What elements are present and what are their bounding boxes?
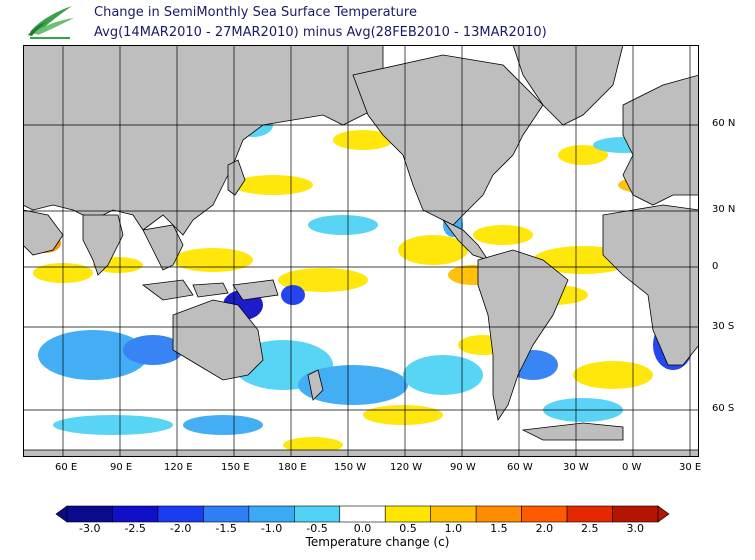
colorbar-segment <box>112 505 159 523</box>
colorbar-max-arrow <box>657 505 670 523</box>
lon-label-180e: 180 E <box>278 462 307 473</box>
colorbar-segment <box>430 505 477 523</box>
colorbar-tick-label: 0.5 <box>399 522 417 535</box>
colorbar-segment <box>566 505 613 523</box>
color-scale-bar <box>55 505 670 523</box>
lat-label-60n: 60 N <box>712 118 736 129</box>
colorbar-segment <box>521 505 568 523</box>
lon-label-150w: 150 W <box>334 462 367 473</box>
colorbar-tick-label: -1.0 <box>260 522 283 535</box>
colorbar-segment <box>203 505 250 523</box>
lon-label-0w: 0 W <box>622 462 642 473</box>
colorbar-segment <box>475 505 522 523</box>
lon-label-30e: 30 E <box>679 462 702 473</box>
colorbar-tick-label: -2.0 <box>169 522 192 535</box>
lat-label-60s: 60 S <box>712 403 735 414</box>
land-masses <box>23 45 699 457</box>
colorbar-tick-label: -3.0 <box>78 522 101 535</box>
lon-label-90w: 90 W <box>450 462 476 473</box>
colorbar-segment <box>294 505 341 523</box>
graticule <box>23 45 699 457</box>
map-frame <box>23 45 699 457</box>
colorbar-min-arrow <box>55 505 68 523</box>
lon-label-150e: 150 E <box>221 462 250 473</box>
lat-label-0: 0 <box>712 261 719 272</box>
page-subtitle: Avg(14MAR2010 - 27MAR2010) minus Avg(28F… <box>94 25 547 40</box>
colorbar-tick-label: -0.5 <box>306 522 328 535</box>
colorbar-segment <box>66 505 113 523</box>
agency-logo <box>28 6 74 39</box>
colorbar-tick-label: -1.5 <box>215 522 237 535</box>
lon-label-90e: 90 E <box>110 462 133 473</box>
colorbar-label: Temperature change (c) <box>305 535 450 549</box>
lat-label-30n: 30 N <box>712 204 736 215</box>
colorbar-tick-label: 2.5 <box>581 522 599 535</box>
colorbar-tick-label: 3.0 <box>626 522 645 535</box>
colorbar-segment <box>339 505 386 523</box>
colorbar-tick-label: 2.0 <box>535 522 554 535</box>
colorbar-tick-label: 0.0 <box>353 522 372 535</box>
colorbar-segment <box>384 505 431 523</box>
colorbar-tick-label: 1.5 <box>490 522 508 535</box>
colorbar-tick-label: 1.0 <box>444 522 463 535</box>
page-title: Change in SemiMonthly Sea Surface Temper… <box>94 5 417 20</box>
colorbar-segment <box>157 505 204 523</box>
lon-label-60w: 60 W <box>507 462 533 473</box>
lat-label-30s: 30 S <box>712 321 735 332</box>
sst-change-map <box>23 45 699 457</box>
lon-label-60e: 60 E <box>55 462 78 473</box>
lon-label-30w: 30 W <box>563 462 589 473</box>
colorbar-segment <box>612 505 659 523</box>
lon-label-120e: 120 E <box>164 462 193 473</box>
colorbar-tick-label: -2.5 <box>124 522 146 535</box>
lon-label-120w: 120 W <box>390 462 423 473</box>
colorbar-segment <box>248 505 295 523</box>
